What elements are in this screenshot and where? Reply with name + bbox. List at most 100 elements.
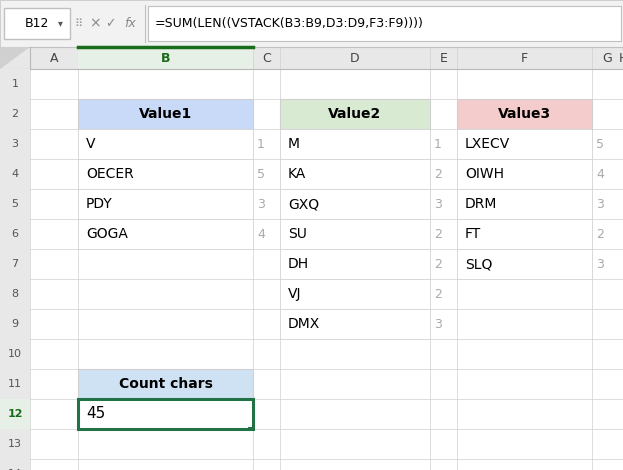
Text: 5: 5: [596, 138, 604, 150]
Bar: [280, 159, 430, 189]
Bar: [280, 219, 430, 249]
Text: ▾: ▾: [57, 18, 62, 29]
Bar: [248, 427, 255, 431]
Text: C: C: [262, 52, 271, 64]
Text: 2: 2: [434, 167, 442, 180]
Text: E: E: [440, 52, 447, 64]
Text: 2: 2: [11, 109, 19, 119]
Text: OECER: OECER: [86, 167, 134, 181]
Text: =SUM(LEN((VSTACK(B3:B9,D3:D9,F3:F9)))): =SUM(LEN((VSTACK(B3:B9,D3:D9,F3:F9)))): [155, 17, 424, 30]
Bar: [78, 369, 253, 399]
Text: 6: 6: [11, 229, 19, 239]
Bar: [0, 47, 623, 69]
Bar: [0, 99, 30, 129]
Bar: [280, 189, 430, 219]
Bar: [280, 249, 430, 279]
Text: M: M: [288, 137, 300, 151]
Text: 14: 14: [8, 469, 22, 470]
Text: GXQ: GXQ: [288, 197, 319, 211]
Text: DH: DH: [288, 257, 309, 271]
Text: 3: 3: [434, 318, 442, 330]
Text: Count chars: Count chars: [118, 377, 212, 391]
Bar: [78, 159, 253, 189]
Bar: [4, 8, 70, 39]
Text: ×: ×: [89, 16, 101, 31]
Text: SU: SU: [288, 227, 307, 241]
Text: B12: B12: [25, 17, 49, 30]
Text: A: A: [50, 52, 58, 64]
Text: ✓: ✓: [105, 17, 115, 30]
Bar: [0, 399, 30, 429]
Text: 8: 8: [11, 289, 19, 299]
Bar: [457, 129, 592, 159]
Bar: [0, 279, 30, 309]
Text: ⠿: ⠿: [74, 18, 82, 29]
Bar: [457, 189, 592, 219]
Text: 1: 1: [257, 138, 265, 150]
Text: 3: 3: [596, 258, 604, 271]
Text: SLQ: SLQ: [465, 257, 492, 271]
Text: 2: 2: [434, 288, 442, 300]
Bar: [0, 309, 30, 339]
Bar: [78, 399, 253, 429]
Text: 45: 45: [86, 407, 105, 422]
Bar: [78, 219, 253, 249]
Bar: [280, 129, 430, 159]
Polygon shape: [0, 47, 30, 69]
Bar: [280, 99, 430, 129]
Text: GOGA: GOGA: [86, 227, 128, 241]
Bar: [0, 69, 30, 99]
Text: 3: 3: [434, 197, 442, 211]
Bar: [0, 249, 30, 279]
Bar: [280, 279, 430, 309]
Text: 4: 4: [596, 167, 604, 180]
Bar: [0, 459, 30, 470]
Bar: [30, 69, 623, 470]
Bar: [0, 429, 30, 459]
Text: 4: 4: [11, 169, 19, 179]
Bar: [0, 219, 30, 249]
Text: 4: 4: [257, 227, 265, 241]
Bar: [0, 0, 623, 47]
Text: LXECV: LXECV: [465, 137, 510, 151]
Text: 2: 2: [596, 227, 604, 241]
Text: 7: 7: [11, 259, 19, 269]
Text: 5: 5: [11, 199, 19, 209]
Bar: [457, 219, 592, 249]
Text: FT: FT: [465, 227, 481, 241]
Text: 2: 2: [434, 258, 442, 271]
Text: 12: 12: [7, 409, 23, 419]
Text: 11: 11: [8, 379, 22, 389]
Text: V: V: [86, 137, 95, 151]
Bar: [0, 159, 30, 189]
Bar: [78, 47, 253, 69]
Bar: [148, 6, 621, 41]
Bar: [0, 339, 30, 369]
Text: KA: KA: [288, 167, 307, 181]
Text: 2: 2: [434, 227, 442, 241]
Text: 3: 3: [596, 197, 604, 211]
Text: 3: 3: [257, 197, 265, 211]
Text: fx: fx: [124, 17, 136, 30]
Text: 5: 5: [257, 167, 265, 180]
Bar: [280, 309, 430, 339]
Bar: [457, 249, 592, 279]
Text: Value3: Value3: [498, 107, 551, 121]
Bar: [78, 189, 253, 219]
Text: 13: 13: [8, 439, 22, 449]
Text: 1: 1: [434, 138, 442, 150]
Text: 1: 1: [11, 79, 19, 89]
Bar: [0, 369, 30, 399]
Text: H: H: [618, 52, 623, 64]
Text: F: F: [521, 52, 528, 64]
Text: Value2: Value2: [328, 107, 382, 121]
Text: PDY: PDY: [86, 197, 113, 211]
Text: DMX: DMX: [288, 317, 320, 331]
Bar: [457, 159, 592, 189]
Text: OIWH: OIWH: [465, 167, 504, 181]
Text: 10: 10: [8, 349, 22, 359]
Text: G: G: [602, 52, 612, 64]
Text: 3: 3: [11, 139, 19, 149]
Text: 9: 9: [11, 319, 19, 329]
Text: DRM: DRM: [465, 197, 497, 211]
